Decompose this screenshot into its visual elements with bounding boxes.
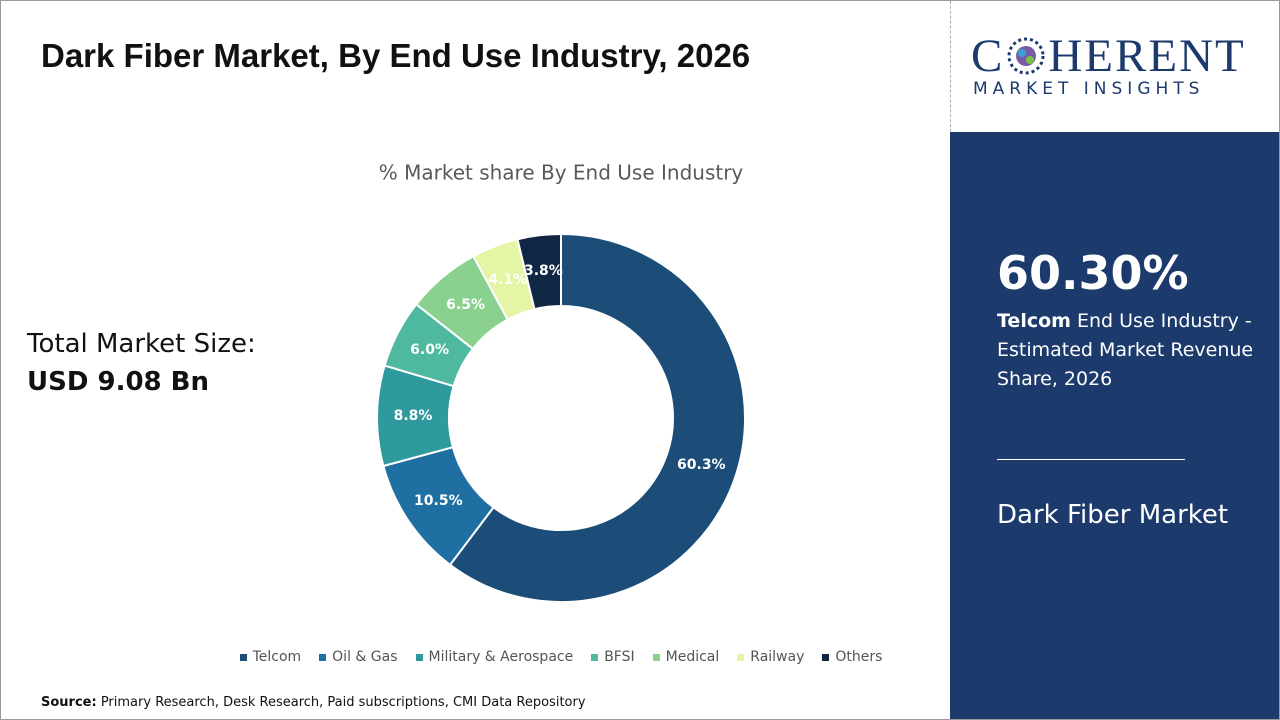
market-size: Total Market Size: USD 9.08 Bn [27, 325, 256, 401]
legend-swatch [415, 653, 423, 661]
legend-label: Others [835, 649, 883, 665]
legend-label: Military & Aerospace [428, 649, 574, 665]
legend-item: Military & Aerospace [415, 649, 574, 665]
highlight-value: 60.30% [997, 246, 1189, 300]
legend-swatch [737, 653, 745, 661]
legend-item: Others [822, 649, 882, 665]
source-label: Source: [41, 695, 97, 710]
highlight-description: Telcom End Use Industry - Estimated Mark… [997, 307, 1272, 394]
legend-label: Medical [665, 649, 720, 665]
legend-item: Telcom [239, 649, 302, 665]
legend: Telcom Oil & Gas Military & Aerospace BFSI M… [151, 649, 971, 665]
market-size-value: USD 9.08 Bn [27, 367, 209, 397]
chart-title: % Market share By End Use Industry [379, 161, 744, 185]
legend-swatch [319, 653, 327, 661]
chart: % Market share By End Use Industry 60.3%… [376, 161, 746, 603]
logo-text: C [971, 30, 1005, 82]
legend-label: Telcom [252, 649, 302, 665]
title: Dark Fiber Market, By End Use Industry, … [41, 37, 751, 74]
logo-tagline: MARKET INSIGHTS [973, 79, 1205, 99]
logo: C HERENT MARKET INSIGHTS [950, 1, 1279, 132]
legend-item: BFSI [591, 649, 635, 665]
legend-swatch [239, 653, 247, 661]
legend-label: Railway [750, 649, 805, 665]
logo-globe [1007, 37, 1045, 75]
data-label: 4.1% [488, 272, 527, 288]
legend-swatch [822, 653, 830, 661]
legend-item: Railway [737, 649, 804, 665]
donut-segment [448, 232, 746, 603]
data-label: 60.3% [677, 457, 726, 473]
highlight-segment: Telcom [997, 310, 1071, 332]
legend-swatch [591, 653, 599, 661]
logo-text: HERENT [1048, 30, 1246, 82]
divider [997, 459, 1185, 460]
legend-label: BFSI [604, 649, 635, 665]
legend-swatch [652, 653, 660, 661]
data-label: 6.0% [410, 342, 449, 358]
legend-label: Oil & Gas [332, 649, 398, 665]
legend-item: Medical [652, 649, 720, 665]
legend-item: Oil & Gas [319, 649, 398, 665]
highlight-market: Dark Fiber Market [997, 500, 1229, 530]
highlight-panel: 60.30% Telcom End Use Industry - Estimat… [950, 132, 1279, 719]
market-size-label: Total Market Size: [27, 329, 256, 359]
data-label: 3.8% [524, 263, 563, 279]
source: Source: Primary Research, Desk Research,… [41, 695, 586, 710]
data-label: 6.5% [446, 297, 485, 313]
highlight-text: End Use Industry - Estimated Market Reve… [997, 310, 1254, 390]
data-label: 8.8% [394, 408, 433, 424]
source-text: Primary Research, Desk Research, Paid su… [96, 695, 586, 710]
donut-segment [516, 232, 562, 311]
data-label: 10.5% [414, 493, 463, 509]
